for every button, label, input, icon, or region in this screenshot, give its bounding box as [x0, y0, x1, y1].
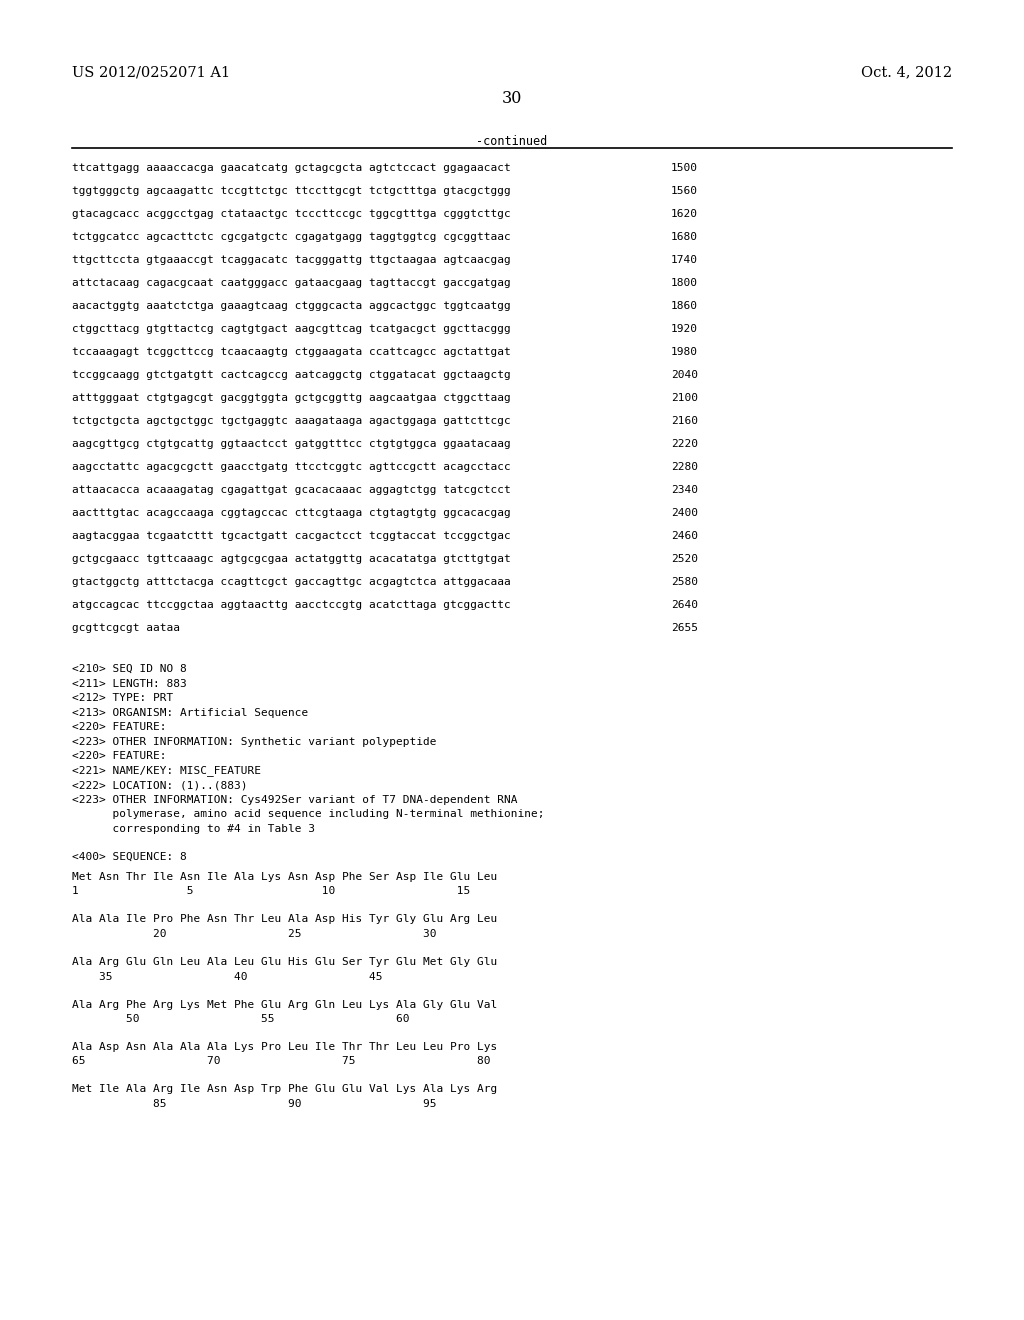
Text: 2220: 2220: [671, 440, 697, 449]
Text: 2460: 2460: [671, 531, 697, 541]
Text: <212> TYPE: PRT: <212> TYPE: PRT: [72, 693, 173, 704]
Text: Ala Arg Phe Arg Lys Met Phe Glu Arg Gln Leu Lys Ala Gly Glu Val: Ala Arg Phe Arg Lys Met Phe Glu Arg Gln …: [72, 999, 497, 1010]
Text: corresponding to #4 in Table 3: corresponding to #4 in Table 3: [72, 824, 314, 833]
Text: Met Ile Ala Arg Ile Asn Asp Trp Phe Glu Glu Val Lys Ala Lys Arg: Met Ile Ala Arg Ile Asn Asp Trp Phe Glu …: [72, 1085, 497, 1094]
Text: 2340: 2340: [671, 484, 697, 495]
Text: tctggcatcc agcacttctc cgcgatgctc cgagatgagg taggtggtcg cgcggttaac: tctggcatcc agcacttctc cgcgatgctc cgagatg…: [72, 232, 510, 242]
Text: 20                  25                  30: 20 25 30: [72, 929, 436, 939]
Text: attaacacca acaaagatag cgagattgat gcacacaaac aggagtctgg tatcgctcct: attaacacca acaaagatag cgagattgat gcacaca…: [72, 484, 510, 495]
Text: 2580: 2580: [671, 577, 697, 587]
Text: -continued: -continued: [476, 135, 548, 148]
Text: 35                  40                  45: 35 40 45: [72, 972, 382, 982]
Text: gtacagcacc acggcctgag ctataactgc tcccttccgc tggcgtttga cgggtcttgc: gtacagcacc acggcctgag ctataactgc tcccttc…: [72, 209, 510, 219]
Text: 1860: 1860: [671, 301, 697, 312]
Text: ttcattgagg aaaaccacga gaacatcatg gctagcgcta agtctccact ggagaacact: ttcattgagg aaaaccacga gaacatcatg gctagcg…: [72, 162, 510, 173]
Text: Ala Asp Asn Ala Ala Ala Lys Pro Leu Ile Thr Thr Leu Leu Pro Lys: Ala Asp Asn Ala Ala Ala Lys Pro Leu Ile …: [72, 1041, 497, 1052]
Text: tctgctgcta agctgctggc tgctgaggtc aaagataaga agactggaga gattcttcgc: tctgctgcta agctgctggc tgctgaggtc aaagata…: [72, 416, 510, 426]
Text: atgccagcac ttccggctaa aggtaacttg aacctccgtg acatcttaga gtcggacttc: atgccagcac ttccggctaa aggtaacttg aacctcc…: [72, 601, 510, 610]
Text: aagcctattc agacgcgctt gaacctgatg ttcctcggtc agttccgctt acagcctacc: aagcctattc agacgcgctt gaacctgatg ttcctcg…: [72, 462, 510, 473]
Text: 1920: 1920: [671, 323, 697, 334]
Text: aactttgtac acagccaaga cggtagccac cttcgtaaga ctgtagtgtg ggcacacgag: aactttgtac acagccaaga cggtagccac cttcgta…: [72, 508, 510, 517]
Text: tccggcaagg gtctgatgtt cactcagccg aatcaggctg ctggatacat ggctaagctg: tccggcaagg gtctgatgtt cactcagccg aatcagg…: [72, 370, 510, 380]
Text: <211> LENGTH: 883: <211> LENGTH: 883: [72, 678, 186, 689]
Text: <220> FEATURE:: <220> FEATURE:: [72, 751, 166, 762]
Text: 1                5                   10                  15: 1 5 10 15: [72, 887, 470, 896]
Text: <223> OTHER INFORMATION: Cys492Ser variant of T7 DNA-dependent RNA: <223> OTHER INFORMATION: Cys492Ser varia…: [72, 795, 517, 804]
Text: <220> FEATURE:: <220> FEATURE:: [72, 722, 166, 733]
Text: 50                  55                  60: 50 55 60: [72, 1014, 410, 1024]
Text: aagtacggaa tcgaatcttt tgcactgatt cacgactcct tcggtaccat tccggctgac: aagtacggaa tcgaatcttt tgcactgatt cacgact…: [72, 531, 510, 541]
Text: 1620: 1620: [671, 209, 697, 219]
Text: 65                  70                  75                  80: 65 70 75 80: [72, 1056, 490, 1067]
Text: 85                  90                  95: 85 90 95: [72, 1100, 436, 1109]
Text: 2640: 2640: [671, 601, 697, 610]
Text: <221> NAME/KEY: MISC_FEATURE: <221> NAME/KEY: MISC_FEATURE: [72, 766, 261, 776]
Text: tccaaagagt tcggcttccg tcaacaagtg ctggaagata ccattcagcc agctattgat: tccaaagagt tcggcttccg tcaacaagtg ctggaag…: [72, 347, 510, 356]
Text: ttgcttccta gtgaaaccgt tcaggacatc tacgggattg ttgctaagaa agtcaacgag: ttgcttccta gtgaaaccgt tcaggacatc tacggga…: [72, 255, 510, 265]
Text: 2100: 2100: [671, 393, 697, 403]
Text: 2400: 2400: [671, 508, 697, 517]
Text: US 2012/0252071 A1: US 2012/0252071 A1: [72, 65, 229, 79]
Text: 1560: 1560: [671, 186, 697, 195]
Text: 1680: 1680: [671, 232, 697, 242]
Text: aacactggtg aaatctctga gaaagtcaag ctgggcacta aggcactggc tggtcaatgg: aacactggtg aaatctctga gaaagtcaag ctgggca…: [72, 301, 510, 312]
Text: <213> ORGANISM: Artificial Sequence: <213> ORGANISM: Artificial Sequence: [72, 708, 308, 718]
Text: 2280: 2280: [671, 462, 697, 473]
Text: gcgttcgcgt aataa: gcgttcgcgt aataa: [72, 623, 179, 634]
Text: 2160: 2160: [671, 416, 697, 426]
Text: Oct. 4, 2012: Oct. 4, 2012: [861, 65, 952, 79]
Text: atttgggaat ctgtgagcgt gacggtggta gctgcggttg aagcaatgaa ctggcttaag: atttgggaat ctgtgagcgt gacggtggta gctgcgg…: [72, 393, 510, 403]
Text: 2040: 2040: [671, 370, 697, 380]
Text: polymerase, amino acid sequence including N-terminal methionine;: polymerase, amino acid sequence includin…: [72, 809, 544, 818]
Text: <210> SEQ ID NO 8: <210> SEQ ID NO 8: [72, 664, 186, 675]
Text: 1800: 1800: [671, 279, 697, 288]
Text: 1500: 1500: [671, 162, 697, 173]
Text: ctggcttacg gtgttactcg cagtgtgact aagcgttcag tcatgacgct ggcttacggg: ctggcttacg gtgttactcg cagtgtgact aagcgtt…: [72, 323, 510, 334]
Text: Ala Arg Glu Gln Leu Ala Leu Glu His Glu Ser Tyr Glu Met Gly Glu: Ala Arg Glu Gln Leu Ala Leu Glu His Glu …: [72, 957, 497, 968]
Text: 2655: 2655: [671, 623, 697, 634]
Text: attctacaag cagacgcaat caatgggacc gataacgaag tagttaccgt gaccgatgag: attctacaag cagacgcaat caatgggacc gataacg…: [72, 279, 510, 288]
Text: gctgcgaacc tgttcaaagc agtgcgcgaa actatggttg acacatatga gtcttgtgat: gctgcgaacc tgttcaaagc agtgcgcgaa actatgg…: [72, 554, 510, 564]
Text: tggtgggctg agcaagattc tccgttctgc ttccttgcgt tctgctttga gtacgctggg: tggtgggctg agcaagattc tccgttctgc ttccttg…: [72, 186, 510, 195]
Text: Met Asn Thr Ile Asn Ile Ala Lys Asn Asp Phe Ser Asp Ile Glu Leu: Met Asn Thr Ile Asn Ile Ala Lys Asn Asp …: [72, 873, 497, 882]
Text: 30: 30: [502, 90, 522, 107]
Text: 1980: 1980: [671, 347, 697, 356]
Text: <223> OTHER INFORMATION: Synthetic variant polypeptide: <223> OTHER INFORMATION: Synthetic varia…: [72, 737, 436, 747]
Text: Ala Ala Ile Pro Phe Asn Thr Leu Ala Asp His Tyr Gly Glu Arg Leu: Ala Ala Ile Pro Phe Asn Thr Leu Ala Asp …: [72, 915, 497, 924]
Text: gtactggctg atttctacga ccagttcgct gaccagttgc acgagtctca attggacaaa: gtactggctg atttctacga ccagttcgct gaccagt…: [72, 577, 510, 587]
Text: 2520: 2520: [671, 554, 697, 564]
Text: <222> LOCATION: (1)..(883): <222> LOCATION: (1)..(883): [72, 780, 247, 789]
Text: 1740: 1740: [671, 255, 697, 265]
Text: aagcgttgcg ctgtgcattg ggtaactcct gatggtttcc ctgtgtggca ggaatacaag: aagcgttgcg ctgtgcattg ggtaactcct gatggtt…: [72, 440, 510, 449]
Text: <400> SEQUENCE: 8: <400> SEQUENCE: 8: [72, 851, 186, 862]
